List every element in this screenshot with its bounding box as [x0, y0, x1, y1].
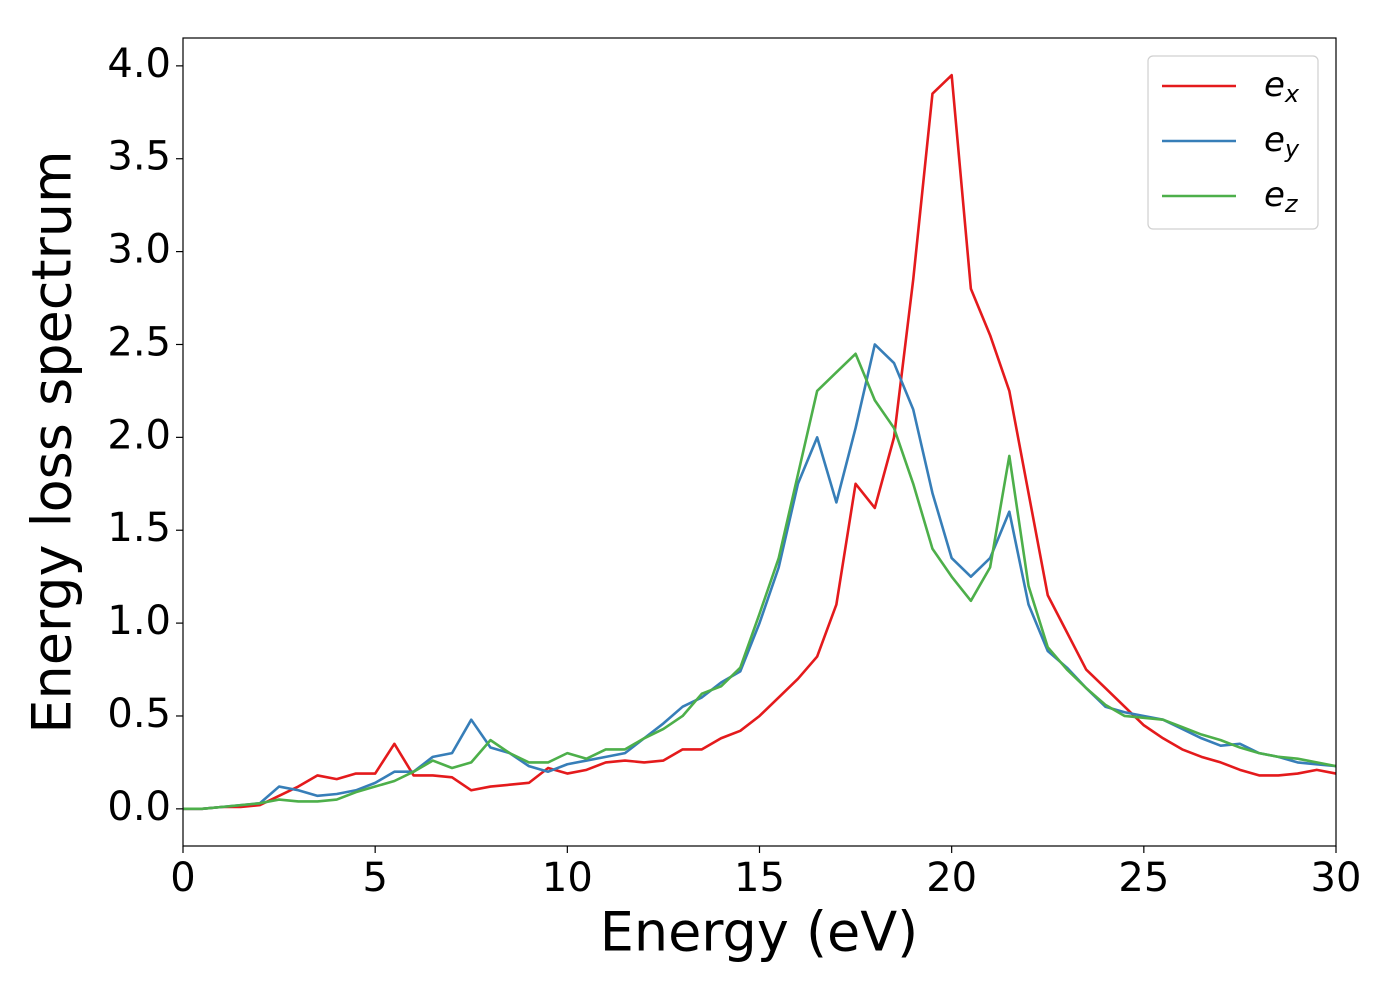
x-tick-label: 5	[362, 855, 387, 901]
line-series	[183, 343, 1337, 811]
legend-box	[1147, 55, 1319, 230]
legend-label: ey	[1264, 120, 1300, 164]
y-tick-label: 2.0	[107, 412, 171, 458]
y-tick-label: 0.5	[107, 691, 171, 737]
legend-label: ez	[1264, 175, 1299, 219]
y-tick-label: 0.0	[107, 784, 171, 830]
x-tick-label: 0	[170, 855, 195, 901]
line-series	[183, 73, 1337, 811]
y-tick-label: 1.0	[107, 598, 171, 644]
legend-label: ex	[1264, 65, 1300, 109]
y-tick-label: 2.5	[107, 319, 171, 365]
x-tick-label: 10	[542, 855, 593, 901]
x-tick-label: 25	[1118, 855, 1169, 901]
y-tick-label: 1.5	[107, 505, 171, 551]
x-tick-label: 30	[1311, 855, 1362, 901]
x-tick-label: 15	[734, 855, 785, 901]
line-series	[183, 352, 1337, 811]
y-tick-label: 3.0	[107, 227, 171, 273]
y-axis-label: Energy loss spectrum	[21, 150, 84, 733]
y-tick-label: 4.0	[107, 41, 171, 87]
x-axis-label: Energy (eV)	[600, 901, 919, 964]
x-tick-label: 20	[926, 855, 977, 901]
y-tick-label: 3.5	[107, 134, 171, 180]
